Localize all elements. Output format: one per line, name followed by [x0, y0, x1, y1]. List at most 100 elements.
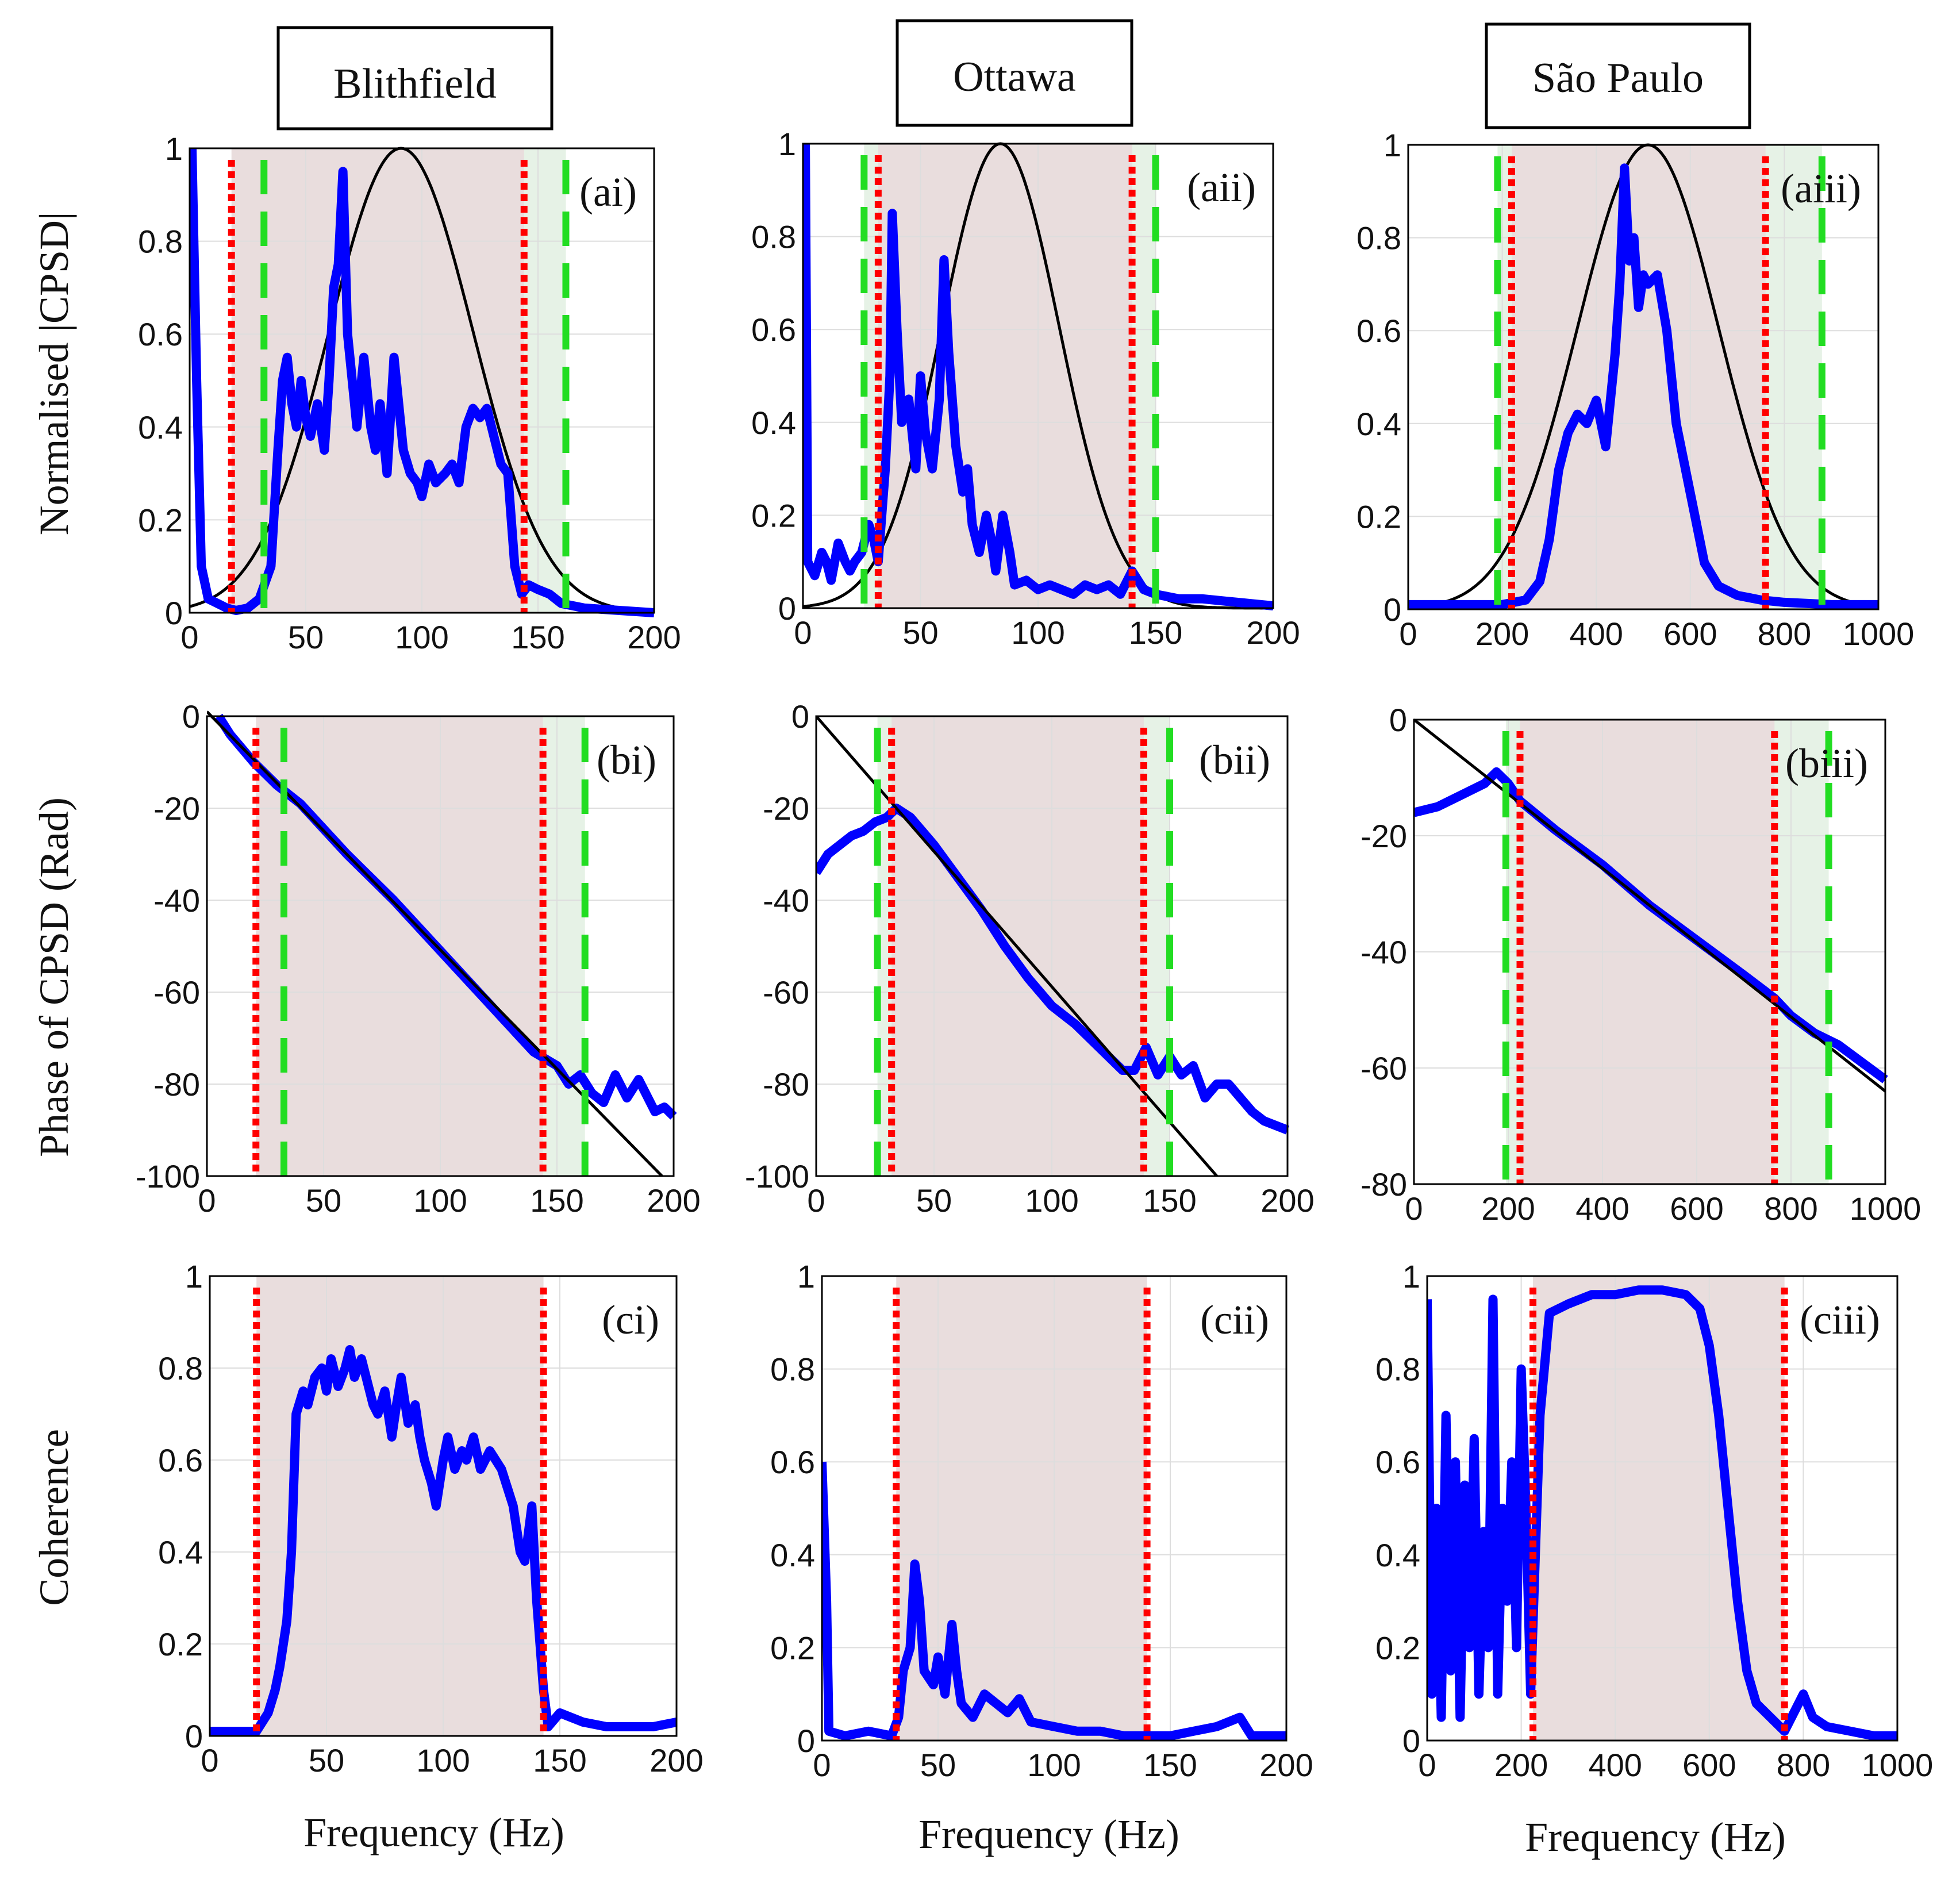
x-tick-label: 0: [1418, 1747, 1436, 1783]
x-tick-label: 0: [1405, 1190, 1423, 1227]
panel-label: (biii): [1785, 740, 1868, 786]
x-tick-label: 50: [309, 1742, 344, 1778]
panel-label: (ci): [602, 1297, 659, 1343]
x-tick-label: 200: [650, 1742, 703, 1778]
x-tick-label: 150: [1143, 1747, 1197, 1783]
measured-series-line: [1408, 163, 1878, 609]
x-label-col1: Frequency (Hz): [303, 1810, 564, 1855]
x-tick-label: 200: [627, 619, 681, 655]
x-tick-label: 150: [1129, 614, 1182, 651]
site-title-blithfield: Blithfield: [276, 26, 554, 130]
y-tick-label: 0.2: [138, 502, 183, 538]
panel-bii: 0 50 100 150 200 -100 -80 -60 -40 -20 0 (bii): [745, 698, 1315, 1219]
y-tick-label: -60: [1361, 1050, 1407, 1086]
x-tick-label: 1000: [1843, 616, 1915, 652]
y-tick-label: 0.6: [158, 1442, 203, 1478]
panel-aii: 0 50 100 150 200 0 0.2 0.4 0.6 0.8 1 (aii): [751, 126, 1300, 651]
x-tick-label: 150: [511, 619, 564, 655]
x-tick-label: 600: [1682, 1747, 1736, 1783]
plot-frame: [1426, 1275, 1898, 1742]
x-tick-label: 100: [416, 1742, 470, 1778]
y-tick-label: 0: [778, 590, 796, 627]
y-tick-label: -80: [153, 1066, 200, 1102]
x-tick-label: 100: [1025, 1182, 1078, 1219]
x-tick-label: 1000: [1850, 1190, 1921, 1227]
panel-biii: 0 200 400 600 800 1000 -80 -60 -40 -20 0 (biii): [1361, 702, 1921, 1227]
y-tick-label: 0.8: [1375, 1351, 1420, 1388]
x-tick-label: 100: [1011, 614, 1064, 651]
y-tick-label: -100: [136, 1158, 200, 1194]
plot-frame: [821, 1275, 1288, 1742]
y-tick-label: 0.6: [138, 316, 183, 352]
y-tick-label: 0.2: [1375, 1630, 1420, 1666]
x-tick-label: 0: [794, 614, 812, 651]
panel-ciii: 0 200 400 600 800 1000 0 0.2 0.4 0.6 0.8 1 (ciii): [1375, 1258, 1933, 1783]
y-tick-label: 0.4: [1375, 1537, 1420, 1573]
red-band-shade: [256, 1276, 544, 1736]
y-tick-label: -60: [153, 974, 200, 1011]
x-tick-label: 150: [530, 1182, 583, 1219]
y-tick-label: 0: [165, 595, 183, 631]
panel-bi: 0 50 100 150 200 -100 -80 -60 -40 -20 0 (bi): [136, 698, 701, 1219]
y-tick-label: 0.6: [1356, 313, 1401, 349]
y-tick-label: 0.8: [1356, 220, 1401, 256]
measured-series-line: [214, 713, 677, 1120]
y-tick-label: 0: [185, 1718, 203, 1754]
y-tick-label: -20: [1361, 818, 1407, 854]
panel-ci: 0 50 100 150 200 0 0.2 0.4 0.6 0.8 1 (ci): [158, 1258, 704, 1778]
x-label-col3: Frequency (Hz): [1525, 1814, 1786, 1860]
plot-frame: [802, 143, 1274, 609]
panel-label: (aiii): [1781, 166, 1861, 212]
x-tick-label: 400: [1575, 1190, 1629, 1227]
x-tick-label: 150: [1143, 1182, 1196, 1219]
panel-ai: 0 50 100 150 200 0 0.2 0.4 0.6 0.8 1 (ai): [138, 130, 681, 655]
y-tick-label: 0.2: [158, 1626, 203, 1662]
y-tick-label: -60: [763, 974, 809, 1011]
y-tick-label: -80: [763, 1066, 809, 1102]
y-tick-label: -80: [1361, 1166, 1407, 1203]
x-tick-label: 200: [647, 1182, 700, 1219]
y-tick-label: -40: [153, 882, 200, 919]
plot-frame: [1413, 719, 1886, 1185]
x-tick-label: 0: [201, 1742, 218, 1778]
y-tick-label: 0: [182, 698, 200, 735]
panel-label: (cii): [1200, 1297, 1269, 1343]
y-tick-label: 0.8: [770, 1351, 815, 1388]
y-tick-label: 1: [165, 130, 183, 167]
model-gaussian-line: [1408, 143, 1879, 609]
y-tick-label: 0.2: [1356, 498, 1401, 535]
x-tick-label: 400: [1569, 616, 1623, 652]
site-title-blithfield-text: Blithfield: [333, 60, 497, 107]
y-tick-label: 1: [1383, 127, 1401, 163]
y-tick-label: 1: [1402, 1258, 1420, 1294]
y-tick-label: 0.6: [751, 312, 796, 348]
y-tick-label: 0: [797, 1723, 815, 1759]
site-title-sao-paulo: São Paulo: [1485, 22, 1751, 129]
y-tick-label: 0.8: [158, 1350, 203, 1386]
x-tick-label: 800: [1764, 1190, 1817, 1227]
x-tick-label: 200: [1260, 1182, 1314, 1219]
y-tick-label: 1: [185, 1258, 203, 1294]
x-tick-label: 200: [1475, 616, 1529, 652]
x-tick-label: 400: [1588, 1747, 1642, 1783]
measured-series-line: [190, 148, 655, 617]
panel-label: (bii): [1199, 737, 1270, 783]
x-tick-label: 0: [813, 1747, 831, 1783]
row-label-coherence: Coherence: [31, 1429, 77, 1606]
y-tick-label: 0.8: [138, 224, 183, 260]
panel-label: (bi): [597, 737, 656, 783]
y-tick-label: -40: [1361, 934, 1407, 970]
y-tick-label: 0.4: [138, 409, 183, 445]
measured-series-line: [803, 143, 1274, 610]
panel-cii: 0 50 100 150 200 0 0.2 0.4 0.6 0.8 1 (cii): [770, 1258, 1313, 1783]
measured-series-line: [822, 1461, 1286, 1741]
x-tick-label: 0: [807, 1182, 825, 1219]
x-tick-label: 200: [1494, 1747, 1548, 1783]
y-tick-label: 0.4: [158, 1534, 203, 1570]
plot-frame: [206, 715, 675, 1177]
y-tick-label: 0.4: [770, 1537, 815, 1573]
row-label-phase: Phase of CPSD (Rad): [31, 797, 77, 1157]
x-tick-label: 100: [413, 1182, 467, 1219]
y-tick-label: 1: [797, 1258, 815, 1294]
